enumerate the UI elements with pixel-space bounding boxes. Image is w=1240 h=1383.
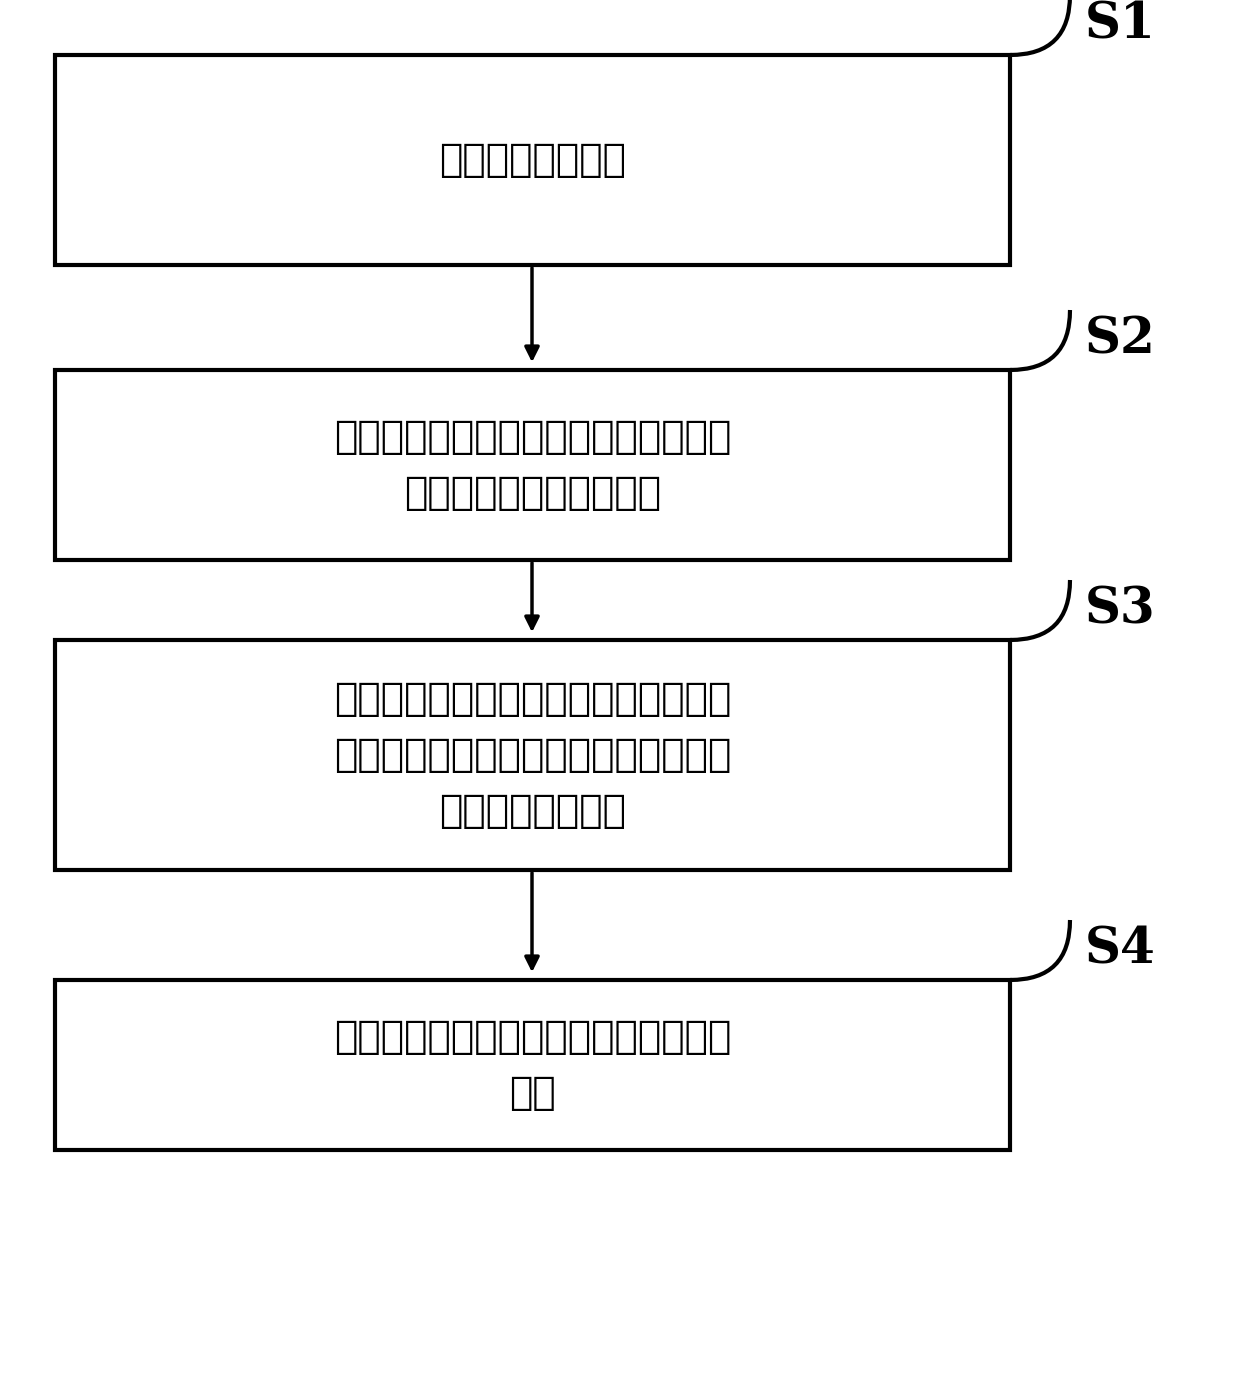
- Text: 从预设的冲泡物数据库中确定与待冲泡
物图像匹配的目标冲泡物: 从预设的冲泡物数据库中确定与待冲泡 物图像匹配的目标冲泡物: [334, 418, 732, 512]
- Text: S1: S1: [1085, 0, 1156, 50]
- Text: 采集待冲泡物图像: 采集待冲泡物图像: [439, 141, 626, 178]
- Text: 根据出水温度控制信息控制饮水机进行
出水: 根据出水温度控制信息控制饮水机进行 出水: [334, 1018, 732, 1112]
- Text: 获取与目标冲泡物对应的出水温度控制
信息，所述出水温度控制信息用于控制
饮水机的出水温度: 获取与目标冲泡物对应的出水温度控制 信息，所述出水温度控制信息用于控制 饮水机的…: [334, 680, 732, 830]
- Text: S3: S3: [1085, 585, 1156, 635]
- Text: S2: S2: [1085, 315, 1156, 365]
- Bar: [55, 640, 1011, 870]
- Bar: [55, 981, 1011, 1151]
- Bar: [55, 55, 1011, 266]
- Bar: [55, 371, 1011, 560]
- Text: S4: S4: [1085, 925, 1156, 975]
